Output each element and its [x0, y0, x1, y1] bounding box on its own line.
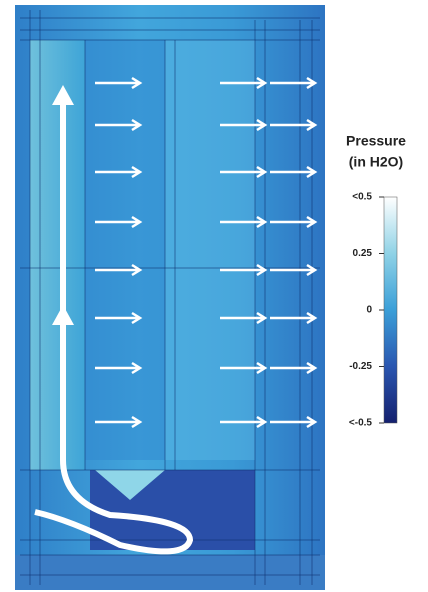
tick-label: <-0.5	[349, 418, 373, 429]
tick-label: 0	[366, 305, 372, 316]
colorbar	[383, 196, 398, 424]
colorbar-title: (in H2O)	[349, 154, 403, 170]
tick-label: <0.5	[352, 192, 372, 203]
tick-label: -0.25	[349, 361, 372, 372]
simulation-image	[15, 5, 325, 590]
colorbar-title: Pressure	[346, 133, 406, 149]
tick-label: 0.25	[353, 248, 373, 259]
